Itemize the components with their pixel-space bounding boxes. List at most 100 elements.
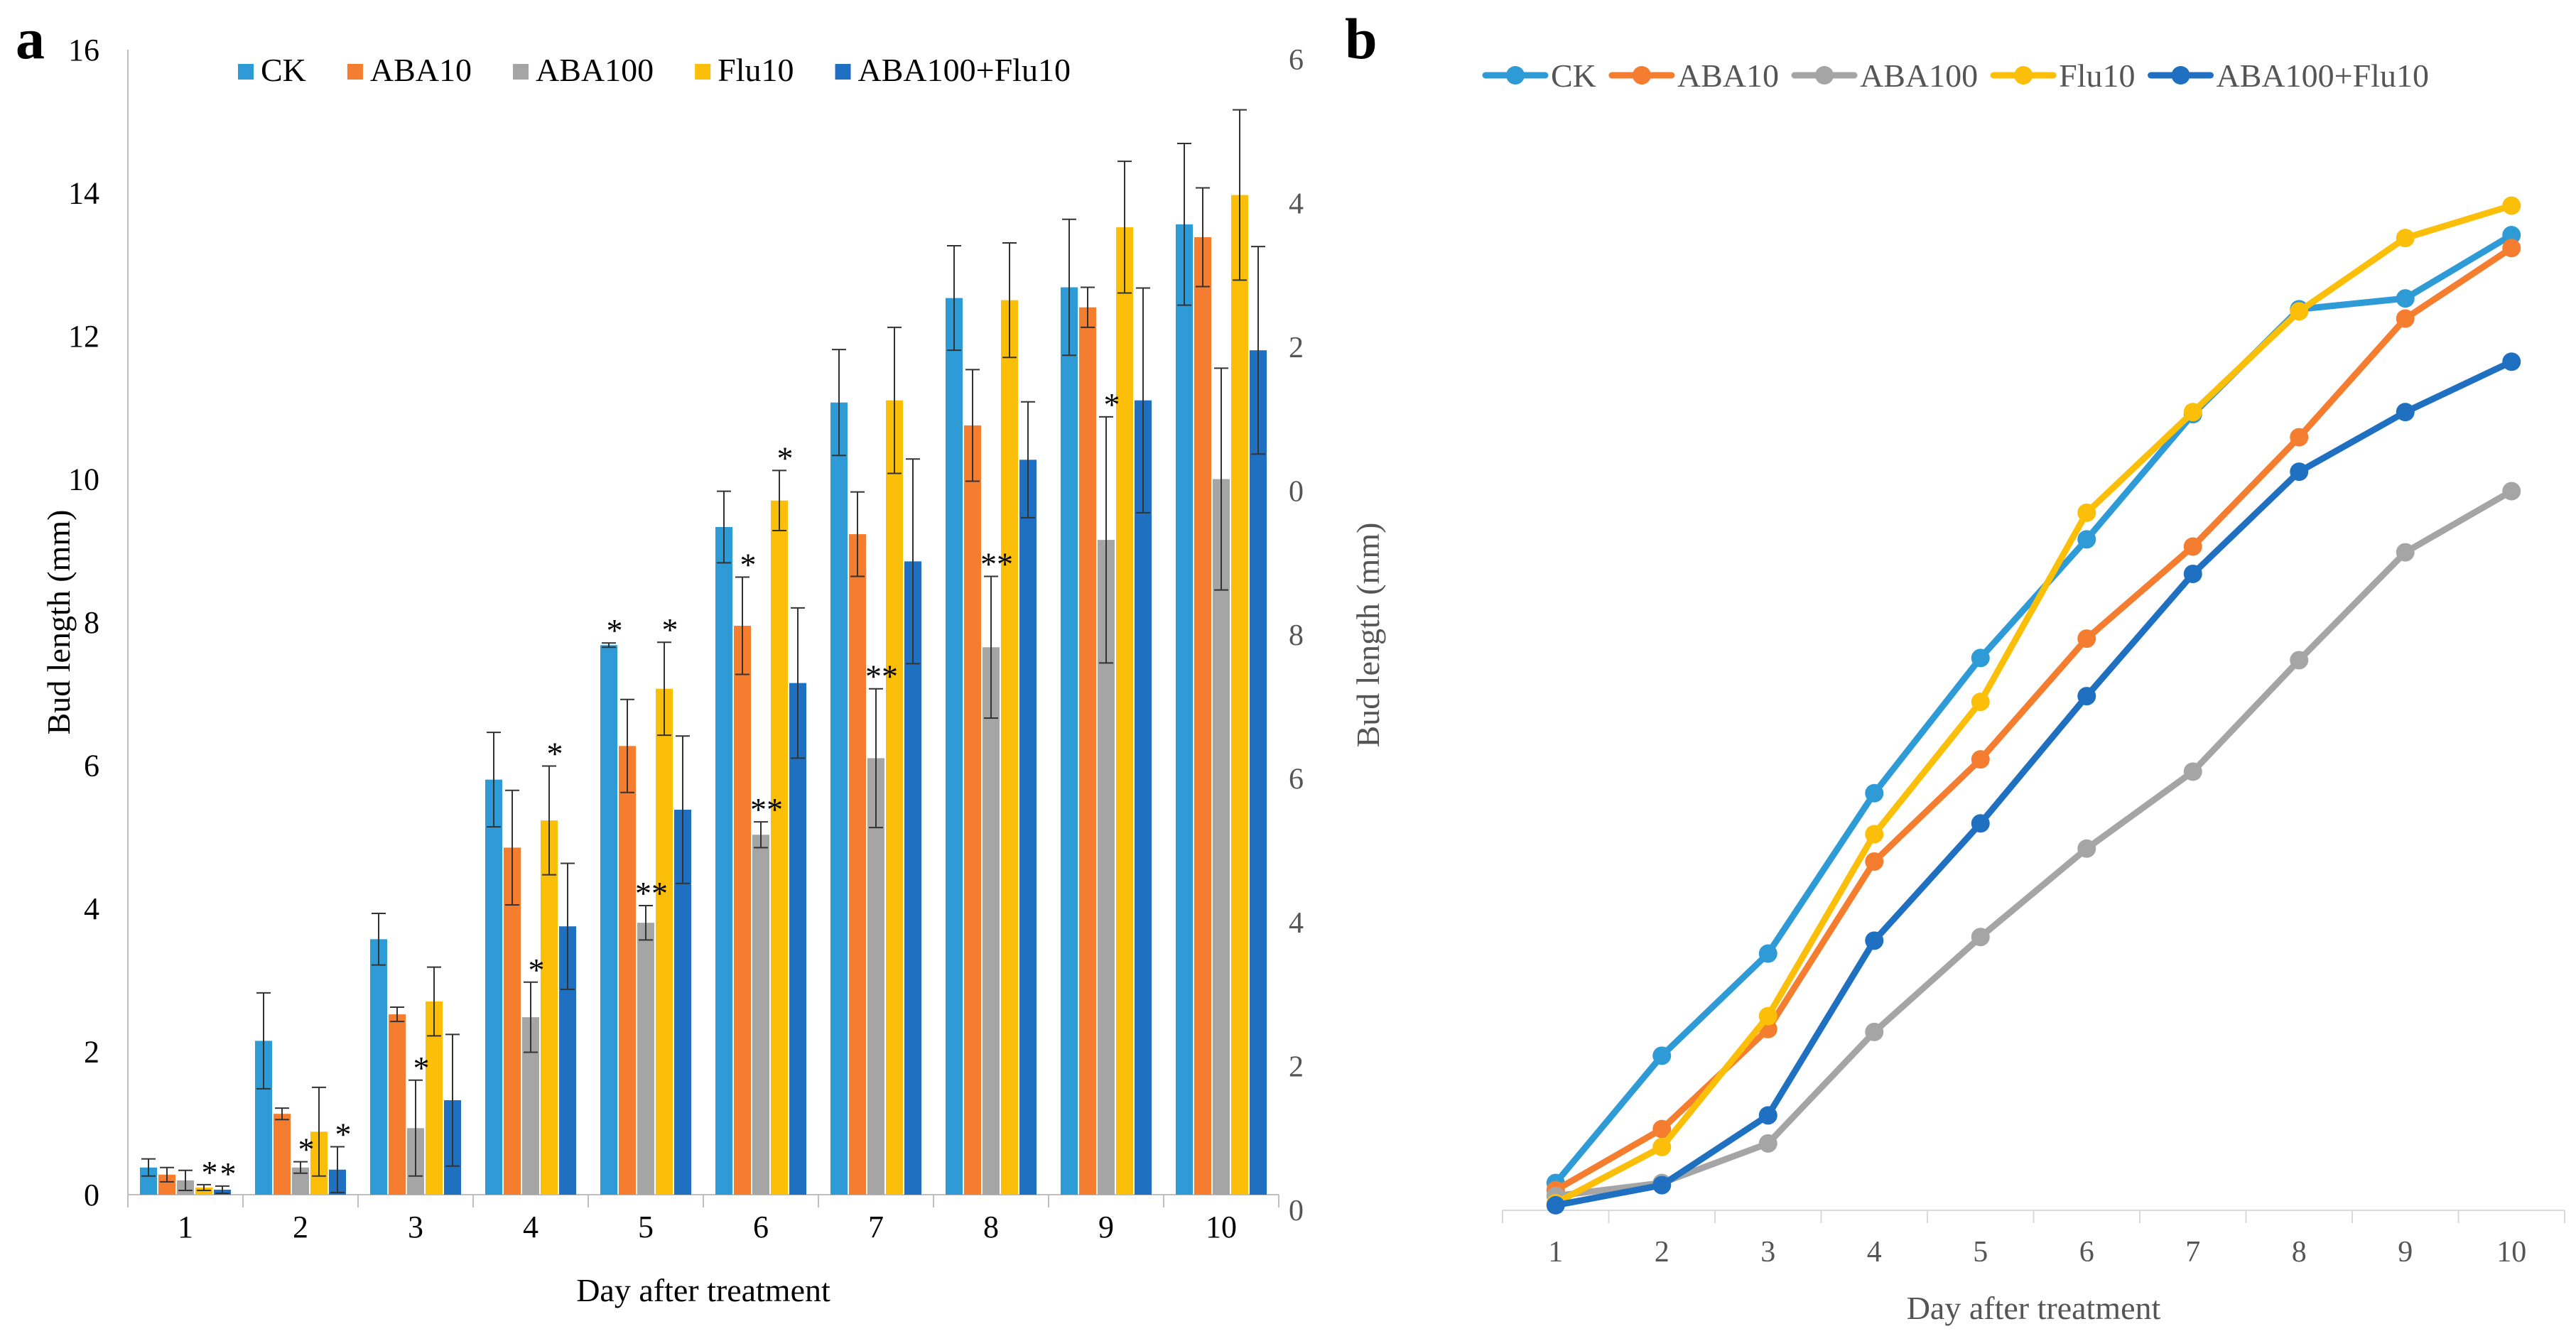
bar-chart-y-tick-label: 14 <box>68 176 99 211</box>
point-aba100-plus-flu10-day-4 <box>1865 931 1884 950</box>
point-ck-day-9 <box>2396 289 2415 308</box>
bar-chart-legend: CK ABA10 ABA100 Flu10 ABA100+Flu10 <box>238 52 1071 88</box>
line-chart-x-tick-label: 3 <box>1760 1236 1775 1269</box>
significance-mark: * <box>1104 386 1120 423</box>
line-chart-y-tick-label: 8 <box>1289 619 1304 652</box>
bar-chart-x-tick-label: 5 <box>638 1210 654 1244</box>
line-chart-y-tick-label: 10 <box>1288 476 1304 509</box>
point-ck-day-4 <box>1865 783 1884 803</box>
legend-swatch-aba10 <box>347 64 363 80</box>
line-chart-x-tick-label: 9 <box>2398 1236 2413 1269</box>
significance-mark: ** <box>865 658 898 695</box>
line-chart-y-tick-label: 2 <box>1289 1051 1304 1084</box>
bar-chart-bars: * ** ***************** <box>140 109 1267 1195</box>
panel-letter-a: a <box>16 6 45 71</box>
bar-chart-x-tick-label: 2 <box>293 1210 308 1244</box>
bar-aba100-plus-flu10-day-8 <box>1019 460 1037 1195</box>
bar-chart-y-tick-label: 16 <box>68 33 99 67</box>
significance-mark: ** <box>750 791 783 827</box>
bar-chart-x-tick-label: 1 <box>178 1210 193 1244</box>
point-aba10-day-4 <box>1865 852 1884 871</box>
legend-label-aba10: ABA10 <box>370 52 472 88</box>
line-chart-y-tick-label: 6 <box>1289 764 1304 796</box>
bar-aba100-day-8 <box>983 647 1000 1195</box>
bar-chart-x-tick-label: 7 <box>868 1210 884 1244</box>
significance-mark: * <box>413 1050 430 1086</box>
point-aba100-plus-flu10-day-2 <box>1652 1176 1672 1195</box>
legend-swatch-aba100-plus-flu10 <box>835 64 851 80</box>
point-aba100-plus-flu10-day-8 <box>2290 462 2309 482</box>
line-chart-y-tick-label: 16 <box>1288 44 1304 77</box>
point-flu10-day-6 <box>2077 503 2096 522</box>
bar-chart-y-tick-label: 6 <box>84 749 99 783</box>
bar-chart-y-tick-label: 2 <box>84 1035 99 1070</box>
significance-mark: * <box>777 440 794 476</box>
bar-chart-y-tick-label: 10 <box>68 462 99 497</box>
point-aba100-plus-flu10-day-10 <box>2502 352 2521 371</box>
point-ck-day-5 <box>1971 648 1990 668</box>
line-series-ck <box>1552 232 2515 1187</box>
legend-label-aba100: ABA100 <box>1860 58 1978 94</box>
point-ck-day-6 <box>2077 530 2096 549</box>
bar-chart-x-axis-label: Day after treatment <box>576 1272 830 1308</box>
point-ck-day-2 <box>1652 1046 1672 1065</box>
legend-marker-aba10 <box>1632 66 1651 85</box>
point-aba10-day-7 <box>2183 537 2202 556</box>
legend-marker-flu10 <box>2014 66 2033 85</box>
bar-aba10-day-2 <box>274 1114 291 1195</box>
significance-mark: ** <box>980 546 1013 582</box>
bar-chart-y-axis-label: Bud length (mm) <box>40 510 77 735</box>
point-aba100-day-3 <box>1758 1134 1777 1153</box>
bar-aba100-day-5 <box>637 923 654 1195</box>
point-flu10-day-8 <box>2290 302 2309 321</box>
line-series-flu10 <box>1552 202 2515 1207</box>
bar-flu10-day-8 <box>1001 300 1018 1195</box>
point-aba100-day-4 <box>1865 1022 1884 1041</box>
bar-chart-x-tick-label: 6 <box>753 1210 769 1244</box>
legend-label-flu10: Flu10 <box>718 52 794 88</box>
bar-chart-x-tick-label: 3 <box>408 1210 423 1244</box>
point-ck-day-10 <box>2502 226 2521 245</box>
bar-chart-y-tick-label: 12 <box>68 319 99 354</box>
line-chart-x-tick-label: 6 <box>2079 1236 2094 1269</box>
bar-chart-y-tick-label: 4 <box>84 891 99 926</box>
line-series-aba100 <box>1552 488 2515 1200</box>
bar-aba10-day-7 <box>849 534 866 1195</box>
significance-mark: * <box>335 1116 352 1152</box>
point-aba10-day-8 <box>2290 428 2309 447</box>
bar-chart-y-tick-label: 8 <box>84 605 99 640</box>
line-series-aba100-plus-flu10 <box>1552 358 2515 1209</box>
legend-label-ck: CK <box>261 52 306 88</box>
line-chart-series <box>1546 196 2521 1215</box>
line-chart-x-tick-label: 7 <box>2185 1236 2200 1269</box>
point-aba100-day-10 <box>2502 482 2521 501</box>
bar-aba10-day-5 <box>619 746 636 1195</box>
point-aba100-plus-flu10-day-3 <box>1758 1106 1777 1125</box>
bar-ck-day-4 <box>485 779 502 1195</box>
panel-letter-b: b <box>1345 6 1378 71</box>
legend-swatch-flu10 <box>695 64 711 80</box>
bar-aba100-plus-flu10-day-7 <box>904 561 921 1195</box>
point-aba10-day-2 <box>1652 1119 1672 1139</box>
legend-label-aba100-plus-flu10: ABA100+Flu10 <box>2217 58 2429 94</box>
point-ck-day-3 <box>1758 944 1777 963</box>
bar-aba10-day-10 <box>1194 237 1211 1195</box>
bar-chart-x-tick-label: 4 <box>523 1210 539 1244</box>
point-aba100-plus-flu10-day-5 <box>1971 814 1990 833</box>
legend-marker-aba100 <box>1815 66 1834 85</box>
bar-aba100-day-7 <box>867 758 884 1195</box>
point-flu10-day-9 <box>2396 229 2415 248</box>
legend-marker-ck <box>1506 66 1525 85</box>
legend-label-aba10: ABA10 <box>1677 58 1779 94</box>
point-flu10-day-10 <box>2502 196 2521 215</box>
bar-ck-day-9 <box>1061 287 1078 1195</box>
significance-mark: ** <box>635 875 668 911</box>
legend-label-ck: CK <box>1551 58 1596 94</box>
line-chart-y-tick-label: 14 <box>1288 188 1304 221</box>
line-chart-y-tick-label: 12 <box>1288 332 1304 364</box>
bar-chart-x-tick-label: 9 <box>1098 1210 1114 1244</box>
legend-swatch-ck <box>238 64 254 80</box>
